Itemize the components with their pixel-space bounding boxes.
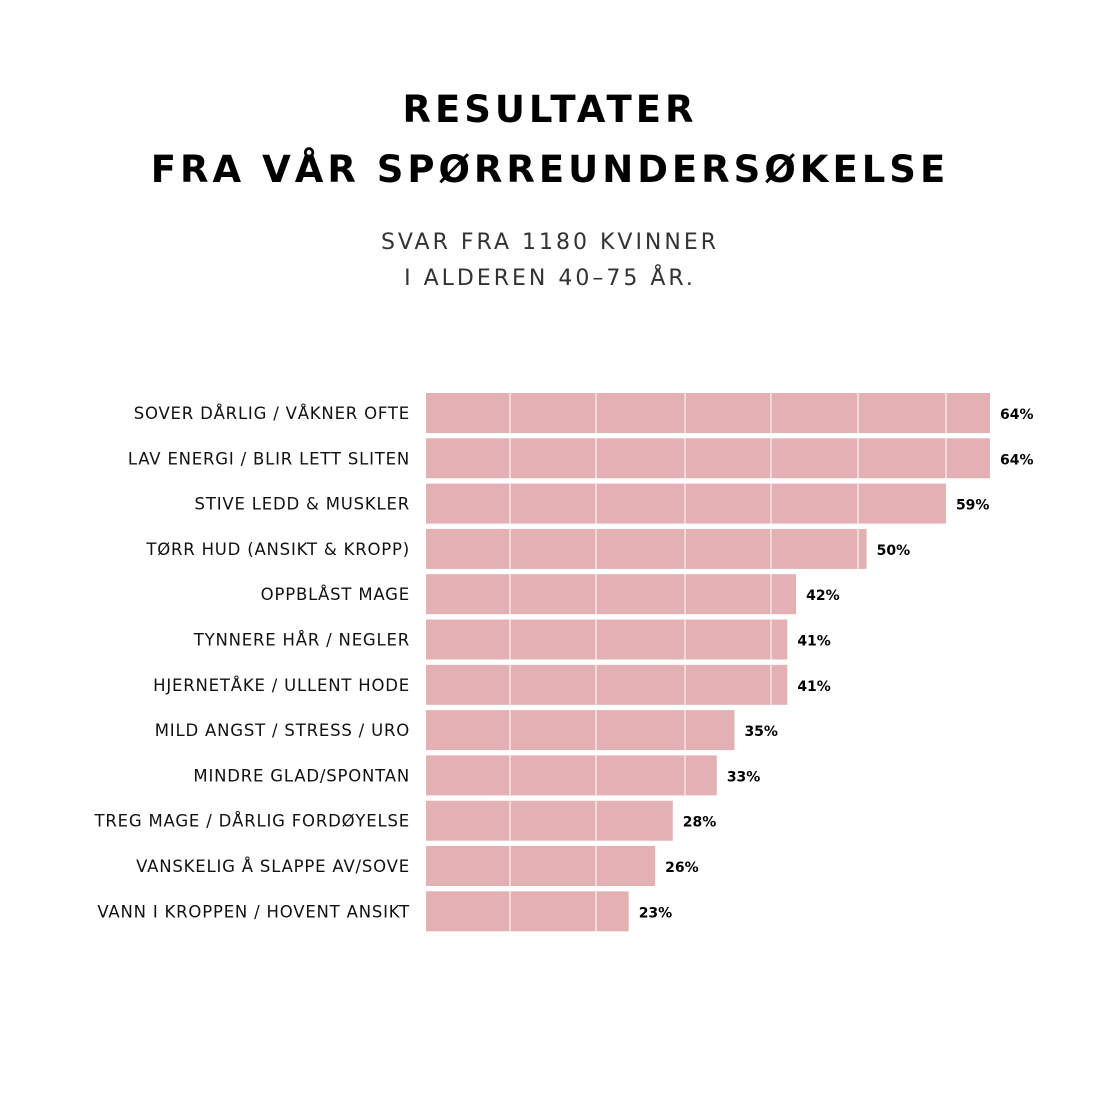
chart-title-line1: RESULTATER xyxy=(402,88,698,131)
bar xyxy=(426,393,990,433)
data-label: 28% xyxy=(683,815,717,831)
bar xyxy=(426,483,946,524)
category-label: OPPBLÅST MAGE xyxy=(261,585,410,604)
bar xyxy=(426,619,788,660)
data-label: 59% xyxy=(956,498,990,514)
category-label: TYNNERE HÅR / NEGLER xyxy=(193,631,410,650)
bar xyxy=(426,574,797,615)
bar xyxy=(426,846,656,886)
category-label: MINDRE GLAD/SPONTAN xyxy=(193,766,410,785)
bar xyxy=(426,528,867,569)
bar xyxy=(426,438,990,479)
data-label: 33% xyxy=(727,769,761,785)
data-label: 42% xyxy=(806,588,840,604)
category-label: TØRR HUD (ANSIKT & KROPP) xyxy=(145,540,410,559)
category-label: SOVER DÅRLIG / VÅKNER OFTE xyxy=(134,404,410,423)
category-label: VANN I KROPPEN / HOVENT ANSIKT xyxy=(97,902,410,921)
bar xyxy=(426,664,788,705)
chart-title-line2: FRA VÅR SPØRREUNDERSØKELSE xyxy=(150,148,950,191)
chart-subtitle-line2: I ALDEREN 40–75 ÅR. xyxy=(404,266,696,291)
category-label: VANSKELIG Å SLAPPE AV/SOVE xyxy=(136,857,410,876)
data-label: 26% xyxy=(665,860,699,876)
category-label: MILD ANGST / STRESS / URO xyxy=(155,721,410,740)
data-label: 64% xyxy=(1000,407,1034,423)
bar xyxy=(426,800,673,841)
chart-subtitle-line1: SVAR FRA 1180 KVINNER xyxy=(380,230,720,255)
bar xyxy=(426,755,717,796)
category-label: STIVE LEDD & MUSKLER xyxy=(195,495,410,514)
category-label: HJERNETÅKE / ULLENT HODE xyxy=(153,676,410,695)
data-label: 50% xyxy=(877,543,911,559)
data-label: 41% xyxy=(797,634,831,650)
data-label: 41% xyxy=(797,679,831,695)
data-label: 23% xyxy=(639,905,673,921)
bar xyxy=(426,710,735,751)
category-label: LAV ENERGI / BLIR LETT SLITEN xyxy=(128,449,410,468)
data-label: 64% xyxy=(1000,452,1034,468)
data-label: 35% xyxy=(744,724,778,740)
category-label: TREG MAGE / DÅRLIG FORDØYELSE xyxy=(94,812,410,831)
bar xyxy=(426,891,629,932)
